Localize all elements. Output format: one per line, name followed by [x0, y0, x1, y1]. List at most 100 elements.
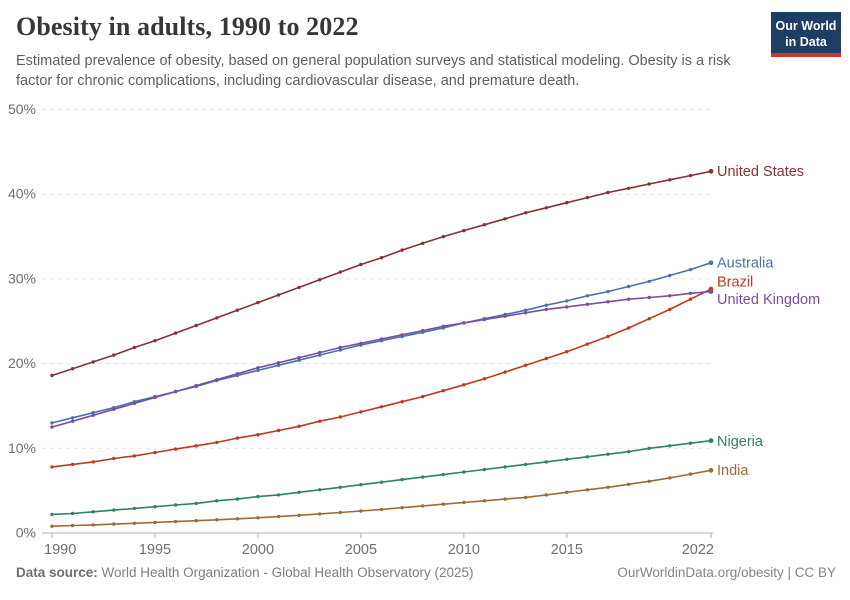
data-point	[132, 521, 137, 525]
data-point	[153, 520, 157, 525]
data-point	[421, 475, 425, 479]
x-axis: 1990 1995 2000 2005 2010 2015 2022	[44, 533, 714, 558]
data-point	[606, 289, 610, 294]
data-point	[379, 337, 384, 341]
data-point	[585, 294, 590, 298]
x-tick-label-2010: 2010	[448, 542, 480, 558]
data-point	[70, 462, 75, 467]
data-point	[132, 454, 137, 458]
data-point	[215, 499, 219, 503]
data-point	[91, 413, 95, 417]
data-point	[585, 342, 590, 346]
data-point	[297, 490, 301, 494]
data-point	[585, 455, 590, 459]
data-point	[647, 295, 651, 300]
data-point	[91, 523, 95, 527]
data-point	[626, 482, 631, 486]
data-point	[132, 506, 137, 511]
data-point	[256, 433, 260, 437]
data-point	[421, 504, 425, 508]
data-point	[400, 248, 404, 252]
data-point	[235, 308, 239, 312]
data-point	[606, 334, 610, 339]
data-point	[462, 321, 466, 325]
data-point	[379, 405, 384, 409]
data-point	[503, 497, 507, 501]
data-point	[462, 500, 466, 505]
data-point	[132, 401, 137, 406]
data-source-note: Data source: World Health Organization -…	[16, 565, 473, 580]
data-point	[50, 512, 54, 517]
y-tick-label-20: 20%	[8, 355, 36, 371]
data-point	[276, 514, 281, 519]
chart-footer: Data source: World Health Organization -…	[16, 565, 836, 580]
data-point	[173, 519, 178, 524]
data-point	[338, 415, 342, 419]
data-point	[379, 480, 384, 484]
data-point	[668, 476, 672, 480]
data-point	[112, 456, 116, 461]
series-label-united-states: United States	[717, 164, 804, 180]
data-point	[647, 479, 651, 483]
data-point	[338, 510, 342, 515]
data-point	[318, 419, 322, 423]
y-tick-label-30: 30%	[8, 270, 36, 286]
data-point	[400, 333, 404, 337]
data-point	[688, 267, 693, 272]
data-point	[215, 440, 219, 445]
data-point	[91, 460, 95, 464]
data-point	[173, 331, 178, 335]
data-point	[708, 438, 714, 444]
data-point	[565, 201, 569, 205]
data-point	[194, 323, 198, 328]
data-point	[647, 182, 651, 186]
data-point	[503, 217, 507, 221]
data-point	[50, 421, 54, 425]
data-point	[647, 279, 651, 284]
data-point	[318, 278, 322, 282]
data-point	[194, 444, 198, 448]
data-point	[441, 502, 445, 506]
owid-logo-line2: in Data	[785, 35, 827, 49]
data-point	[256, 366, 260, 370]
chart-header: Obesity in adults, 1990 to 2022 Estimate…	[16, 12, 756, 91]
series-label-nigeria: Nigeria	[717, 434, 764, 450]
data-point	[215, 378, 219, 382]
data-point	[421, 394, 425, 399]
data-point	[585, 488, 590, 492]
data-point	[50, 425, 54, 429]
data-point	[441, 234, 445, 239]
data-point	[256, 494, 260, 499]
footer-citation-link[interactable]: OurWorldinData.org/obesity | CC BY	[617, 565, 836, 580]
data-point	[565, 350, 569, 354]
data-point	[544, 460, 548, 464]
data-point	[338, 348, 342, 352]
data-point	[276, 361, 281, 365]
data-point	[297, 358, 301, 362]
data-point	[112, 508, 116, 512]
data-point	[256, 368, 260, 373]
data-point	[91, 411, 95, 415]
data-point	[297, 285, 301, 290]
series-nigeria: Nigeria	[50, 434, 764, 517]
data-point	[359, 410, 363, 414]
data-point	[400, 506, 404, 510]
owid-logo[interactable]: Our World in Data	[771, 12, 841, 57]
data-point	[318, 353, 322, 357]
series-label-brazil: Brazil	[717, 275, 753, 291]
owid-logo-line1: Our World	[775, 19, 837, 33]
data-point	[482, 499, 487, 503]
data-point	[276, 428, 281, 433]
data-point	[606, 300, 610, 304]
data-point	[524, 495, 528, 500]
data-source-label: Data source:	[16, 565, 98, 580]
data-point	[70, 511, 75, 516]
data-point	[668, 444, 672, 448]
series-united-kingdom: United Kingdom	[50, 289, 820, 429]
data-point	[338, 345, 342, 350]
data-point	[112, 522, 116, 526]
data-point	[708, 289, 714, 294]
data-point	[421, 328, 425, 333]
